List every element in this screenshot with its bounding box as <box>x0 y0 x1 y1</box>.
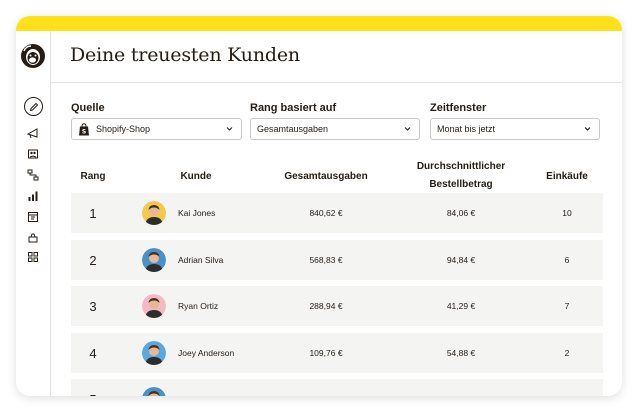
top-accent-bar <box>16 16 622 31</box>
avatar <box>142 294 166 318</box>
integrations-icon[interactable] <box>26 250 40 264</box>
row-customer-name[interactable]: Ryan Ortiz <box>178 301 219 311</box>
source-label: Quelle <box>71 102 105 114</box>
website-icon[interactable] <box>26 210 40 224</box>
row-purchases <box>531 379 603 396</box>
source-select-value: Shopify-Shop <box>96 124 151 134</box>
row-rank: 5 <box>71 379 115 397</box>
audience-icon[interactable] <box>26 147 40 161</box>
sidebar <box>16 31 51 396</box>
header-avg-order: Durchschnittlicher Bestellbetrag <box>401 158 521 194</box>
row-customer-name[interactable]: Kai Jones <box>178 208 216 218</box>
avatar-person-icon <box>142 294 166 318</box>
content-icon[interactable] <box>26 231 40 245</box>
row-purchases: 2 <box>564 348 570 358</box>
row-total-spend: 840,62 € <box>309 208 343 218</box>
table-row[interactable]: 1 Kai Jones 840,62 € 84,06 € 10 <box>71 193 603 233</box>
automation-icon[interactable] <box>26 168 40 182</box>
header-purchases: Einkäufe <box>546 171 588 182</box>
table-row[interactable]: 5 <box>71 379 603 396</box>
header-divider <box>51 82 622 83</box>
create-button[interactable] <box>24 97 43 116</box>
row-avg-order <box>401 379 521 396</box>
header-customer: Kunde <box>180 171 212 182</box>
row-total-spend: 288,94 € <box>309 301 343 311</box>
shopify-bag-icon: S <box>79 122 89 135</box>
timeframe-select[interactable]: Monat bis jetzt <box>430 118 600 140</box>
source-select[interactable]: S Shopify-Shop <box>71 118 242 140</box>
row-rank: 3 <box>89 298 97 314</box>
row-purchases: 10 <box>562 208 572 218</box>
campaign-icon[interactable] <box>26 126 40 140</box>
row-rank: 1 <box>89 205 97 221</box>
table-row[interactable]: 3 Ryan Ortiz 288,94 € 41,29 € 7 <box>71 286 603 326</box>
timeframe-label: Zeitfenster <box>430 102 487 114</box>
avatar-person-icon <box>142 201 166 225</box>
svg-text:S: S <box>82 128 86 135</box>
row-avg-order: 41,29 € <box>446 301 476 311</box>
avatar <box>142 341 166 365</box>
analytics-icon[interactable] <box>26 189 40 203</box>
avatar-person-icon <box>142 387 166 396</box>
table-row[interactable]: 4 Joey Anderson 109,76 € 54,88 € 2 <box>71 333 603 373</box>
avatar <box>142 201 166 225</box>
mailchimp-logo-icon[interactable] <box>20 43 46 69</box>
chevron-down-icon <box>584 127 591 131</box>
avatar <box>142 248 166 272</box>
row-total-spend <box>271 379 381 396</box>
header-avg-order-line1: Durchschnittlicher <box>416 161 506 172</box>
row-avg-order: 94,84 € <box>446 255 476 265</box>
pencil-icon <box>29 102 38 111</box>
row-purchases: 6 <box>564 255 570 265</box>
row-total-spend: 568,83 € <box>309 255 343 265</box>
row-customer-name[interactable]: Adrian Silva <box>178 255 224 265</box>
table-row[interactable]: 2 Adrian Silva 568,83 € 94,84 € 6 <box>71 240 603 280</box>
timeframe-select-value: Monat bis jetzt <box>437 124 496 134</box>
avatar <box>142 387 166 396</box>
chevron-down-icon <box>404 127 411 131</box>
row-rank: 2 <box>89 252 97 268</box>
row-total-spend: 109,76 € <box>309 348 343 358</box>
header-rank: Rang <box>80 171 106 182</box>
rank-basis-select-value: Gesamtausgaben <box>257 124 329 134</box>
header-avg-order-line2: Bestellbetrag <box>429 179 493 190</box>
row-avg-order: 84,06 € <box>446 208 476 218</box>
rank-basis-select[interactable]: Gesamtausgaben <box>250 118 420 140</box>
app-window: Deine treuesten Kunden Quelle S Shopify-… <box>16 16 622 396</box>
chevron-down-icon <box>226 127 233 131</box>
row-customer-name[interactable]: Joey Anderson <box>178 348 235 358</box>
avatar-person-icon <box>142 341 166 365</box>
header-total-spend: Gesamtausgaben <box>284 171 368 182</box>
row-purchases: 7 <box>564 301 570 311</box>
row-avg-order: 54,88 € <box>446 348 476 358</box>
page-title: Deine treuesten Kunden <box>70 44 300 66</box>
rank-basis-label: Rang basiert auf <box>250 102 337 114</box>
avatar-person-icon <box>142 248 166 272</box>
row-rank: 4 <box>89 345 97 361</box>
